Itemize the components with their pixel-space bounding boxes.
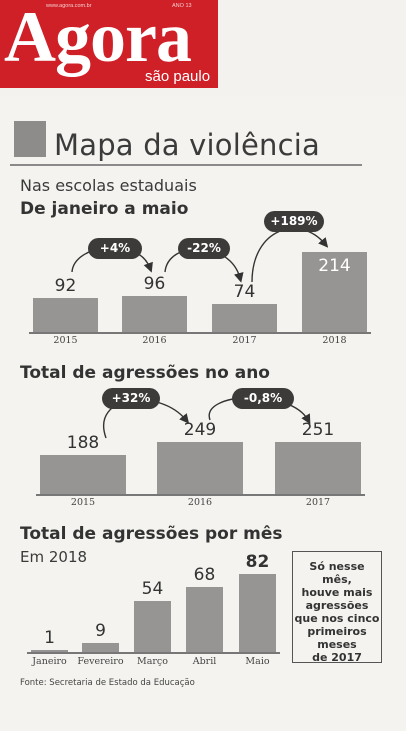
data-label-janeiro: 1 bbox=[44, 628, 55, 648]
data-label-fevereiro: 9 bbox=[95, 621, 106, 642]
tick-label-maio: Maio bbox=[245, 656, 270, 667]
change-badge: -0,8% bbox=[232, 388, 294, 409]
data-label-2017: 251 bbox=[301, 420, 335, 440]
highlight-note-box: Só nesse mês, houve mais agressões que n… bbox=[292, 551, 382, 664]
data-label-março: 54 bbox=[141, 578, 164, 599]
bar-2015 bbox=[40, 455, 126, 494]
data-label-2016: 249 bbox=[183, 420, 217, 441]
chart-baseline bbox=[36, 494, 365, 496]
note-line: de 2017 bbox=[312, 651, 362, 664]
tick-label-2016: 2016 bbox=[187, 497, 213, 508]
data-label-maio: 82 bbox=[245, 552, 270, 572]
note-line: houve mais bbox=[301, 586, 373, 599]
section3-subtitle: Em 2018 bbox=[20, 548, 88, 566]
change-badge: +189% bbox=[264, 211, 324, 232]
newspaper-logo: Agora bbox=[4, 0, 192, 77]
chart-baseline bbox=[29, 332, 371, 334]
tick-label-2016: 2016 bbox=[142, 335, 167, 346]
bar-2017 bbox=[212, 304, 277, 332]
bar-janeiro bbox=[31, 650, 68, 652]
note-line: primeiros bbox=[307, 625, 367, 638]
tick-label-abril: Abril bbox=[192, 656, 217, 667]
chart-baseline bbox=[27, 652, 280, 654]
tick-label-janeiro: Janeiro bbox=[32, 656, 67, 667]
bar-2015 bbox=[33, 297, 98, 332]
bar-2018 bbox=[302, 252, 367, 332]
tick-label-2017: 2017 bbox=[232, 335, 257, 346]
infographic-title: Mapa da violência bbox=[54, 128, 321, 162]
note-line: que nos cinco bbox=[294, 612, 380, 625]
tick-label-2017: 2017 bbox=[305, 497, 331, 508]
newspaper-masthead: www.agora.com.br ANO 13 Agora são paulo bbox=[0, 0, 218, 88]
bar-abril bbox=[186, 587, 223, 652]
tick-label-2018: 2018 bbox=[322, 335, 347, 346]
bar-2017 bbox=[275, 442, 361, 494]
section3-heading: Total de agressões por mês bbox=[20, 524, 283, 544]
masthead-url: www.agora.com.br bbox=[46, 3, 92, 9]
note-line: agressões bbox=[305, 599, 369, 612]
note-line: Só nesse mês, bbox=[309, 560, 365, 586]
data-label-2016: 96 bbox=[143, 274, 166, 295]
change-badge: +32% bbox=[102, 388, 160, 409]
tick-label-março: Março bbox=[137, 656, 168, 667]
section2-heading: Total de agressões no ano bbox=[20, 363, 270, 383]
note-line: meses bbox=[317, 638, 357, 651]
data-label-2017: 74 bbox=[233, 282, 256, 303]
data-label-2015: 92 bbox=[54, 275, 77, 296]
bar-março bbox=[134, 600, 171, 652]
tick-label-2015: 2015 bbox=[53, 335, 78, 346]
bar-maio bbox=[239, 574, 276, 652]
section1-heading: De janeiro a maio bbox=[20, 199, 189, 219]
masthead-year: ANO 13 bbox=[172, 3, 192, 9]
tick-label-2015: 2015 bbox=[70, 497, 96, 508]
title-marker-square bbox=[14, 121, 46, 157]
data-label-2018: 214 bbox=[318, 256, 351, 276]
data-label-2015: 188 bbox=[66, 433, 100, 454]
bar-fevereiro bbox=[82, 643, 119, 652]
masthead-city: são paulo bbox=[145, 68, 211, 85]
section1-subtitle: Nas escolas estaduais bbox=[20, 176, 197, 195]
source-credit: Fonte: Secretaria de Estado da Educação bbox=[20, 678, 195, 688]
change-badge: +4% bbox=[88, 238, 142, 259]
change-badge: -22% bbox=[178, 238, 230, 259]
title-divider bbox=[10, 164, 362, 166]
data-label-abril: 68 bbox=[193, 565, 216, 586]
bar-2016 bbox=[157, 442, 243, 494]
tick-label-fevereiro: Fevereiro bbox=[77, 656, 124, 667]
bar-2016 bbox=[122, 296, 187, 332]
